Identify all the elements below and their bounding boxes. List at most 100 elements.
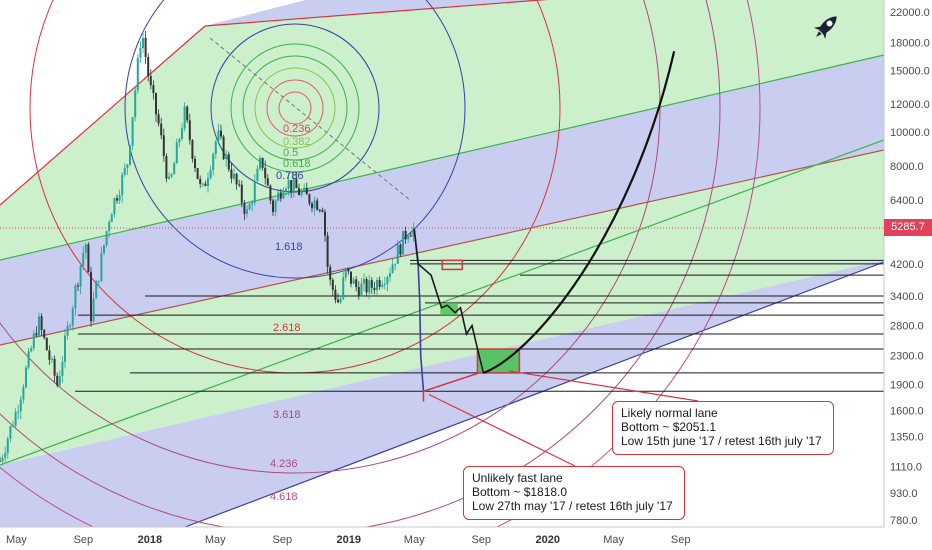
- candle-body: [152, 85, 155, 94]
- y-tick-label: 6400.0: [890, 195, 924, 207]
- channel-band-green-upper: [0, 0, 884, 260]
- fib-label: 2.618: [273, 322, 301, 334]
- candle-body: [196, 168, 199, 179]
- candle-body: [209, 169, 212, 178]
- candle-body: [186, 106, 189, 121]
- candle-body: [399, 244, 402, 255]
- candle-body: [170, 174, 173, 177]
- candle-body: [87, 244, 90, 273]
- candle-body: [238, 184, 241, 186]
- candle-body: [175, 142, 178, 164]
- fib-label: 4.236: [270, 458, 298, 470]
- x-tick-label: 2018: [138, 534, 162, 546]
- candle-body: [61, 361, 64, 376]
- callout-pointer-fast: [428, 393, 576, 467]
- candle-body: [389, 273, 391, 278]
- candle-body: [303, 187, 306, 192]
- x-tick-label: 2019: [337, 534, 361, 546]
- candle-body: [204, 183, 207, 187]
- candle-body: [1, 457, 4, 462]
- candle-body: [285, 188, 287, 192]
- candle-body: [12, 425, 14, 427]
- candle-body: [131, 117, 134, 146]
- candle-body: [0, 460, 1, 462]
- candle-body: [404, 231, 407, 240]
- candle-body: [329, 266, 332, 280]
- candle-body: [227, 154, 230, 170]
- candle-body: [217, 130, 220, 142]
- y-tick-label: 18000.0: [890, 38, 930, 50]
- y-tick-label: 1600.0: [890, 406, 924, 418]
- candle-body: [240, 184, 243, 203]
- candle-body: [409, 235, 412, 237]
- y-tick-label: 780.0: [890, 515, 918, 527]
- candle-body: [308, 194, 311, 204]
- x-tick-label: May: [603, 534, 624, 546]
- y-tick-label: 22000.0: [890, 7, 930, 19]
- channel-line-blue-bottom: [184, 261, 884, 527]
- candle-body: [331, 279, 334, 290]
- channel-line-green-1: [0, 54, 884, 261]
- candle-body: [194, 158, 196, 169]
- candle-body: [95, 281, 98, 299]
- annotation-fast-line-3: Low 27th may '17 / retest 16th july '17: [472, 499, 673, 513]
- candle-body: [290, 180, 293, 192]
- annotation-normal-line-1: Likely normal lane: [621, 406, 718, 420]
- channel-line-mid-brown: [0, 149, 884, 346]
- y-axis-ticks: 22000.0 18000.0 15000.0 12000.0 10000.0 8000.…: [890, 7, 930, 527]
- candle-body: [103, 245, 105, 254]
- candle-body: [363, 279, 365, 284]
- candle-body: [246, 209, 248, 214]
- fib-label: 0.5: [283, 147, 298, 159]
- candle-body: [277, 192, 280, 201]
- candle-body: [352, 279, 355, 284]
- candle-body: [22, 387, 25, 400]
- fib-label: 0.786: [276, 170, 304, 182]
- fib-label: 1.618: [275, 241, 303, 253]
- candle-body: [230, 169, 233, 179]
- y-tick-label: 1350.0: [890, 432, 924, 444]
- annotation-fast-lane: Unlikely fast lane Bottom ~ $1818.0 Low …: [463, 466, 685, 520]
- fib-circles: [0, 0, 761, 527]
- candle-body: [248, 204, 251, 210]
- candle-body: [370, 280, 373, 288]
- candle-body: [71, 308, 74, 326]
- y-axis-bg: [884, 0, 932, 550]
- candle-body: [357, 287, 360, 297]
- candle-body: [14, 411, 17, 426]
- candle-body: [334, 289, 337, 300]
- last-price-tag: 5285.7: [884, 219, 932, 236]
- candle-body: [84, 244, 87, 253]
- candle-body: [243, 202, 246, 214]
- candle-body: [173, 163, 176, 175]
- x-tick-label: Sep: [471, 534, 491, 546]
- channel-line-red-top-2: [204, 0, 549, 27]
- candle-body: [272, 200, 274, 212]
- candle-body: [316, 200, 319, 210]
- y-tick-label: 8000.0: [890, 161, 924, 173]
- candle-body: [113, 198, 116, 215]
- candle-body: [69, 325, 72, 327]
- candle-body: [27, 351, 30, 368]
- candle-body: [222, 136, 225, 160]
- y-tick-label: 12000.0: [890, 99, 930, 111]
- candle-body: [9, 426, 12, 439]
- annotation-fast-line-2: Bottom ~ $1818.0: [472, 485, 568, 499]
- candle-body: [269, 185, 272, 201]
- candle-body: [45, 337, 48, 351]
- candle-body: [188, 120, 191, 141]
- candle-body: [181, 128, 183, 140]
- candle-body: [48, 350, 51, 360]
- fast-lane-bracket: [422, 372, 480, 402]
- candle-body: [313, 200, 316, 209]
- x-tick-label: May: [205, 534, 226, 546]
- candle-body: [6, 438, 9, 453]
- candle-body: [66, 325, 69, 336]
- candle-body: [149, 76, 152, 86]
- candle-body: [381, 284, 384, 287]
- projections: [413, 50, 699, 467]
- candle-body: [365, 279, 368, 293]
- candle-body: [144, 37, 147, 57]
- candle-body: [155, 93, 157, 115]
